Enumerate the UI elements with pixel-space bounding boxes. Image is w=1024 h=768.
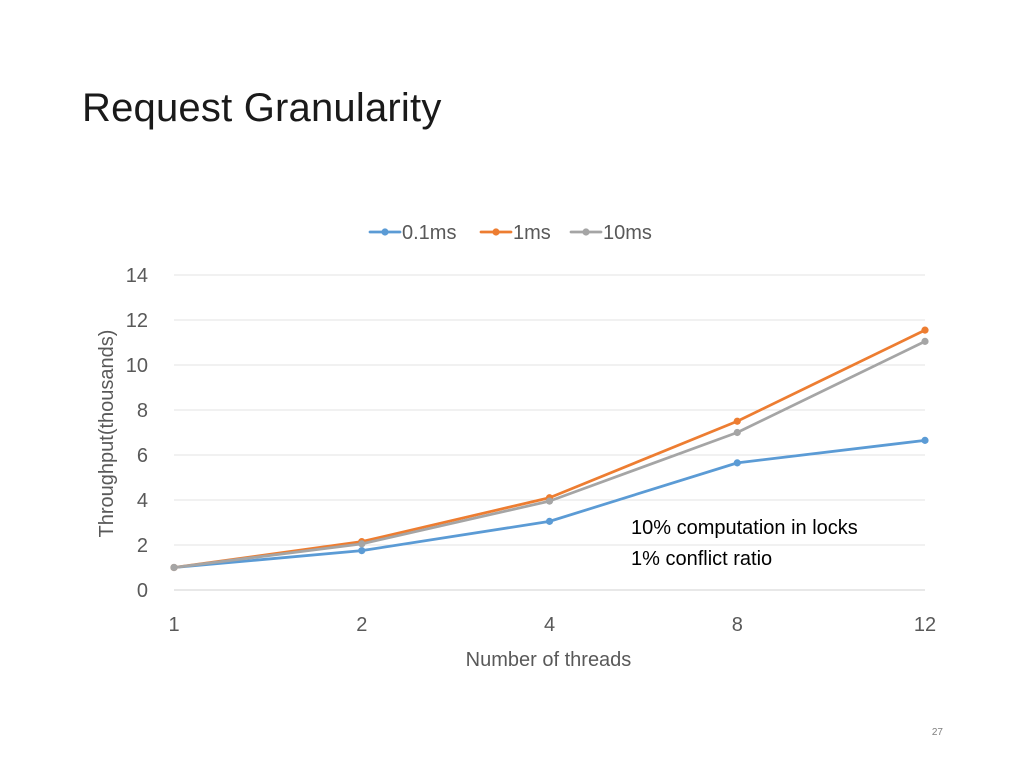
y-tick-label: 4 bbox=[137, 490, 148, 512]
x-axis-title: Number of threads bbox=[466, 649, 632, 671]
data-point bbox=[545, 497, 554, 505]
data-point bbox=[170, 563, 178, 572]
y-tick-label: 12 bbox=[126, 310, 148, 332]
x-tick-label: 8 bbox=[732, 614, 743, 636]
legend-label: 0.1ms bbox=[402, 222, 456, 244]
legend-label: 10ms bbox=[603, 222, 652, 244]
y-tick-label: 0 bbox=[137, 580, 148, 602]
chart-annotation-line: 10% computation in locks bbox=[631, 517, 858, 539]
data-point bbox=[545, 517, 554, 525]
data-point bbox=[733, 428, 741, 437]
data-point bbox=[921, 337, 929, 345]
data-point bbox=[358, 540, 366, 548]
legend-swatch-marker bbox=[492, 228, 500, 236]
data-point bbox=[921, 326, 929, 334]
chart-annotation-line: 1% conflict ratio bbox=[631, 548, 772, 570]
y-tick-label: 8 bbox=[137, 400, 148, 422]
data-point bbox=[733, 417, 741, 425]
data-point bbox=[921, 436, 929, 444]
x-tick-label: 4 bbox=[544, 614, 555, 636]
x-tick-label: 12 bbox=[914, 614, 936, 636]
legend-swatch-marker bbox=[381, 228, 389, 236]
legend-label: 1ms bbox=[513, 222, 551, 244]
y-axis-title: Throughput(thousands) bbox=[96, 330, 118, 538]
y-tick-label: 14 bbox=[126, 265, 148, 287]
y-tick-label: 10 bbox=[126, 355, 148, 377]
slide-title: Request Granularity bbox=[82, 86, 442, 130]
x-tick-label: 1 bbox=[168, 614, 179, 636]
y-tick-label: 6 bbox=[137, 445, 148, 467]
legend-swatch-marker bbox=[582, 228, 590, 236]
x-tick-label: 2 bbox=[356, 614, 367, 636]
page-number: 27 bbox=[931, 727, 943, 738]
data-point bbox=[733, 459, 741, 467]
data-point bbox=[358, 547, 366, 555]
y-tick-label: 2 bbox=[137, 535, 148, 557]
